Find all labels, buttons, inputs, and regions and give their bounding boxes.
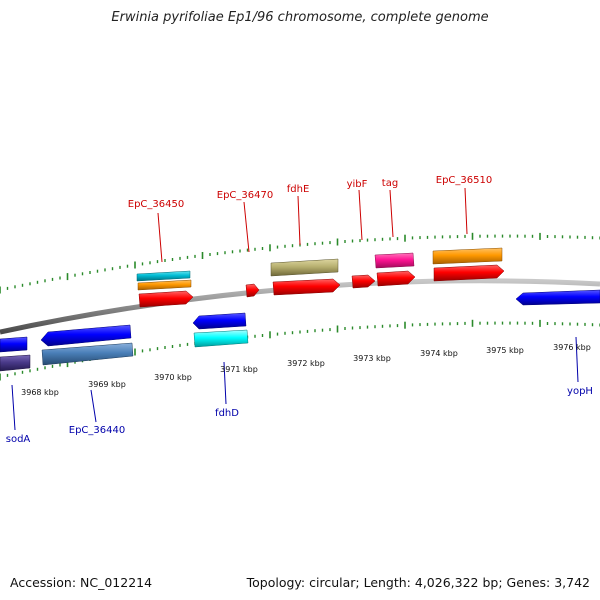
gene-label-fdhe[interactable]: fdhE xyxy=(287,184,310,195)
leader-epc36450 xyxy=(157,212,163,263)
gene-label-epc36470[interactable]: EpC_36470 xyxy=(217,190,273,201)
gene-label-fdhd[interactable]: fdhD xyxy=(215,408,239,419)
lower-tick-row xyxy=(0,319,600,381)
gene-arrow-epc36470[interactable] xyxy=(245,283,260,298)
gene-label-epc36510[interactable]: EpC_36510 xyxy=(436,175,492,186)
gene-label-yibf[interactable]: yibF xyxy=(347,179,368,190)
gene-arrow-epc36450-teal[interactable] xyxy=(136,270,191,282)
tick-label: 3968 kbp xyxy=(21,388,59,397)
tick-label: 3970 kbp xyxy=(154,373,192,382)
map-title: Erwinia pyrifoliae Ep1/96 chromosome, co… xyxy=(111,10,489,25)
gene-arrow-fdhd-cyan[interactable] xyxy=(193,329,249,348)
gene-label-epc36440[interactable]: EpC_36440 xyxy=(69,425,125,436)
tick-label: 3976 kbp xyxy=(553,343,591,352)
forward-gene-labels: EpC_36450 EpC_36470 fdhE yibF tag EpC_36… xyxy=(128,175,492,210)
upper-tick-row xyxy=(0,232,600,294)
label-leaders xyxy=(11,187,579,431)
tick-label: 3974 kbp xyxy=(420,349,458,358)
leader-fdhd xyxy=(223,361,227,405)
gene-arrow-epc36510-orange[interactable] xyxy=(432,247,503,265)
gene-arrow-fdhe[interactable] xyxy=(272,278,341,296)
gene-label-yoph[interactable]: yopH xyxy=(567,386,593,397)
tick-label: 3969 kbp xyxy=(88,380,126,389)
forward-strand-genes xyxy=(136,247,505,308)
leader-tag xyxy=(389,189,394,238)
gene-label-epc36450[interactable]: EpC_36450 xyxy=(128,199,184,210)
leader-epc36440 xyxy=(90,389,97,423)
gene-arrow-epc36510[interactable] xyxy=(433,264,505,282)
axis-tick-labels: 3968 kbp 3969 kbp 3970 kbp 3971 kbp 3972… xyxy=(21,343,591,397)
gene-arrow-tag[interactable] xyxy=(376,270,416,287)
tick-label: 3973 kbp xyxy=(353,354,391,363)
leader-epc36470 xyxy=(243,201,250,253)
gene-arrow-epc36440-steel[interactable] xyxy=(41,342,134,366)
reverse-strand-genes xyxy=(0,289,600,372)
gene-arrow-fdhd[interactable] xyxy=(192,312,247,330)
gene-arrow-epc36440[interactable] xyxy=(40,324,132,347)
leader-fdhe xyxy=(297,195,301,246)
gene-arrow-yibf[interactable] xyxy=(351,274,376,289)
leader-yoph xyxy=(575,336,579,383)
gene-arrow-epc36450-orange[interactable] xyxy=(137,279,192,291)
gene-label-soda[interactable]: sodA xyxy=(6,434,31,445)
gene-arrow-yoph[interactable] xyxy=(515,289,600,306)
tick-label: 3972 kbp xyxy=(287,359,325,368)
tick-label: 3975 kbp xyxy=(486,346,524,355)
gene-arrow-tag-magenta[interactable] xyxy=(374,252,415,269)
genome-summary-text: Topology: circular; Length: 4,026,322 bp… xyxy=(246,575,590,590)
tick-label: 3971 kbp xyxy=(220,365,258,374)
gene-arrow-fdhe-olive[interactable] xyxy=(270,258,339,277)
leader-epc36510 xyxy=(464,187,468,235)
accession-text: Accession: NC_012214 xyxy=(10,575,153,590)
gene-arrow-epc36450[interactable] xyxy=(138,290,194,308)
gene-arrow-soda-indigo[interactable] xyxy=(0,354,31,372)
gene-arrow-soda[interactable] xyxy=(0,336,28,353)
reverse-gene-labels: sodA EpC_36440 fdhD yopH xyxy=(6,386,593,445)
leader-yibf xyxy=(358,189,363,241)
gene-label-tag[interactable]: tag xyxy=(382,178,398,189)
leader-soda xyxy=(11,384,16,431)
